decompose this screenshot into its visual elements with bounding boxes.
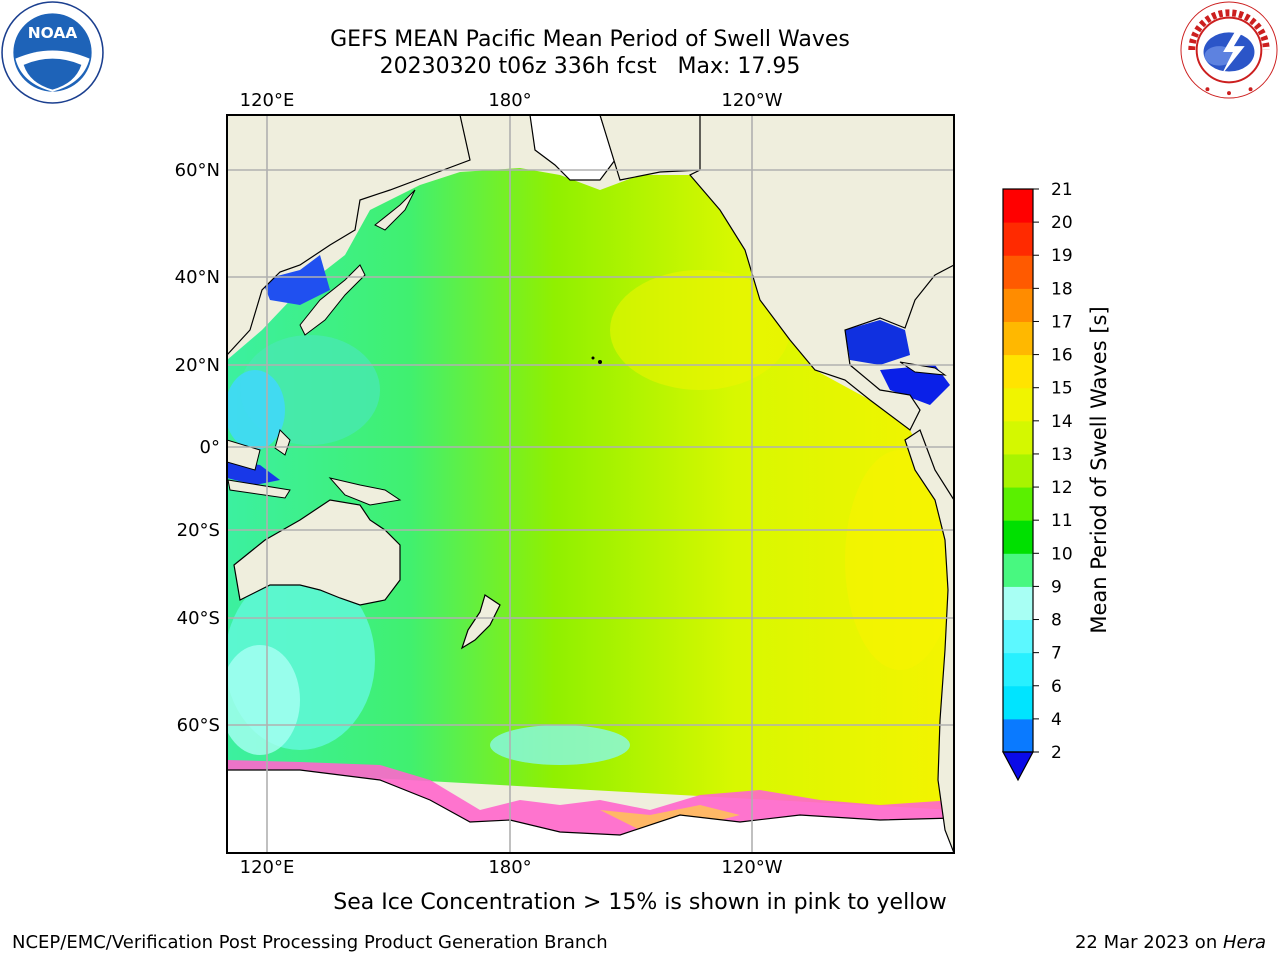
colorbar-tick-label: 6 bbox=[1051, 677, 1062, 697]
colorbar-tick-label: 21 bbox=[1051, 180, 1073, 200]
lat-label: 40°S bbox=[177, 608, 220, 629]
lon-label-bottom: 120°E bbox=[240, 857, 295, 878]
colorbar-tick-label: 9 bbox=[1051, 577, 1062, 597]
colorbar-segment bbox=[1003, 520, 1033, 554]
colorbar-segment bbox=[1003, 255, 1033, 289]
hawaii bbox=[598, 360, 602, 364]
australia bbox=[233, 499, 401, 606]
colorbar-tick-label: 4 bbox=[1051, 710, 1062, 730]
colorbar-segment bbox=[1003, 420, 1033, 455]
chart-subtitle: 20230320 t06z 336h fcst Max: 17.95 bbox=[379, 54, 801, 79]
colorbar-segment bbox=[1003, 586, 1033, 621]
noaa-logo-text: NOAA bbox=[28, 24, 78, 42]
asia-mainland bbox=[227, 115, 471, 356]
lat-label: 60°S bbox=[177, 715, 220, 736]
map-frame bbox=[226, 114, 955, 854]
lon-label-top: 180° bbox=[488, 90, 531, 111]
colorbar-segment bbox=[1003, 453, 1033, 488]
new-guinea bbox=[328, 477, 402, 506]
lon-label-bottom: 120°W bbox=[721, 857, 782, 878]
lat-label: 40°N bbox=[175, 267, 220, 288]
colorbar-segment bbox=[1003, 685, 1033, 720]
colorbar-segment bbox=[1003, 487, 1033, 521]
colorbar-frame bbox=[1002, 188, 1034, 753]
colorbar-tick-label: 10 bbox=[1051, 544, 1073, 564]
antarctica bbox=[227, 769, 954, 853]
colorbar-segment bbox=[1003, 222, 1033, 256]
footer-date-text: 22 Mar 2023 on bbox=[1074, 932, 1223, 953]
colorbar-tick-label: 14 bbox=[1051, 412, 1073, 432]
footer-date: 22 Mar 2023 on Hera bbox=[1075, 932, 1266, 953]
lat-label: 20°S bbox=[177, 520, 220, 541]
new-zealand bbox=[460, 594, 501, 650]
colorbar-segment bbox=[1003, 553, 1033, 587]
colorbar-tick-label: 8 bbox=[1051, 611, 1062, 631]
sea-ice-edge bbox=[227, 760, 954, 835]
japan bbox=[299, 264, 366, 336]
graticule bbox=[227, 115, 954, 853]
lat-label: 20°N bbox=[175, 355, 220, 376]
lon-label-top: 120°W bbox=[721, 90, 782, 111]
lat-label: 0° bbox=[200, 437, 220, 458]
colorbar-segment bbox=[1003, 321, 1033, 356]
colorbar-tick-label: 19 bbox=[1051, 246, 1073, 266]
sea-of-japan bbox=[262, 255, 330, 305]
colorbar-tick-label: 20 bbox=[1051, 213, 1073, 233]
long-swell-region bbox=[610, 270, 790, 390]
colorbar-segment bbox=[1003, 387, 1033, 422]
lon-label-bottom: 180° bbox=[488, 857, 531, 878]
colorbar-segment bbox=[1003, 354, 1033, 389]
footer-credit: NCEP/EMC/Verification Post Processing Pr… bbox=[12, 932, 608, 953]
colorbar-tick-label: 16 bbox=[1051, 346, 1073, 366]
noaa-logo: NOAA bbox=[1, 1, 104, 104]
colorbar-segment bbox=[1003, 652, 1033, 687]
colorbar-tick-label: 7 bbox=[1051, 644, 1062, 664]
colorbar-tick-label: 15 bbox=[1051, 379, 1073, 399]
colorbar-segment bbox=[1003, 288, 1033, 322]
colorbar-segment bbox=[1003, 718, 1033, 753]
lon-label-top: 120°E bbox=[240, 90, 295, 111]
colorbar-label: Mean Period of Swell Waves [s] bbox=[1087, 306, 1111, 633]
gulf-of-mexico bbox=[845, 320, 910, 365]
colorbar-tick-label: 18 bbox=[1051, 279, 1073, 299]
map-field bbox=[227, 115, 954, 853]
south-america bbox=[904, 429, 954, 853]
colorbar-segment bbox=[1003, 619, 1033, 654]
footer-host: Hera bbox=[1222, 932, 1266, 953]
colorbar-tick-label: 11 bbox=[1051, 511, 1073, 531]
colorbar-tick-label: 2 bbox=[1051, 743, 1062, 763]
nws-logo bbox=[1180, 1, 1278, 99]
north-america bbox=[689, 115, 954, 431]
colorbar: 2 4 6 7 8 9 10 11 12 13 14 15 16 17 18 19 20 21 bbox=[1001, 180, 1073, 782]
colorbar-tick-label: 17 bbox=[1051, 312, 1073, 332]
lat-label: 60°N bbox=[175, 160, 220, 181]
colorbar-tick-label: 13 bbox=[1051, 445, 1073, 465]
chart-title: GEFS MEAN Pacific Mean Period of Swell W… bbox=[330, 27, 850, 52]
colorbar-tick-label: 12 bbox=[1051, 478, 1073, 498]
sea-ice-note: Sea Ice Concentration > 15% is shown in … bbox=[333, 890, 947, 915]
colorbar-extend-arrow bbox=[1001, 751, 1035, 782]
colorbar-segment bbox=[1003, 189, 1033, 223]
